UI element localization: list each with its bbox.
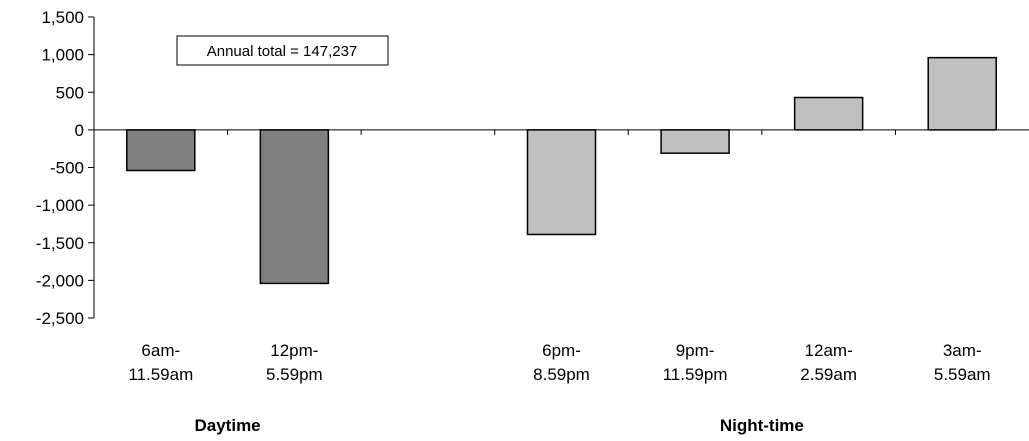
x-tick-label: 6am- <box>141 341 180 360</box>
bar <box>927 56 997 131</box>
annotation-box <box>176 35 389 66</box>
y-tick-label: 1,500 <box>41 8 84 27</box>
y-tick-label: -500 <box>50 159 84 178</box>
bar <box>259 129 330 285</box>
annotation-text: Annual total = 147,237 <box>207 43 358 60</box>
group-labels: Daytime Night-time <box>195 416 804 435</box>
y-axis: 1,500 1,000 500 0 -500 -1,000 -1,500 -2,000 -2,5… <box>36 8 95 328</box>
annotation: Annual total = 147,237 <box>176 35 389 66</box>
y-tick-label: 0 <box>75 121 84 140</box>
bar <box>793 96 864 131</box>
y-tick-label: 1,000 <box>41 46 84 65</box>
x-tick-label: 11.59am <box>128 365 193 384</box>
group-label: Night-time <box>720 416 804 435</box>
y-tick-label: -2,500 <box>36 309 84 328</box>
x-tick-label: 9pm- <box>676 341 715 360</box>
x-tick-label: 12am- <box>805 341 853 360</box>
y-tick-label: 500 <box>56 83 84 102</box>
y-tick-label: -1,500 <box>36 234 84 253</box>
x-tick-label: 5.59am <box>934 365 991 384</box>
x-tick-label: 6pm- <box>542 341 581 360</box>
y-tick-label: -2,000 <box>36 271 84 290</box>
bar <box>126 129 196 172</box>
group-label: Daytime <box>195 416 261 435</box>
x-tick-label: 12pm- <box>270 341 318 360</box>
bar <box>526 129 597 236</box>
x-tick-label: 8.59pm <box>533 365 590 384</box>
x-tick-label: 5.59pm <box>266 365 323 384</box>
bar <box>660 129 730 154</box>
bars <box>126 56 997 285</box>
x-category-labels: 6am- 11.59am 12pm- 5.59pm 6pm- 8.59pm 9pm- 11.5… <box>128 341 990 384</box>
x-tick-label: 3am- <box>943 341 982 360</box>
x-tick-label: 11.59pm <box>663 365 728 384</box>
y-tick-label: -1,000 <box>36 196 84 215</box>
x-tick-label: 2.59am <box>800 365 857 384</box>
